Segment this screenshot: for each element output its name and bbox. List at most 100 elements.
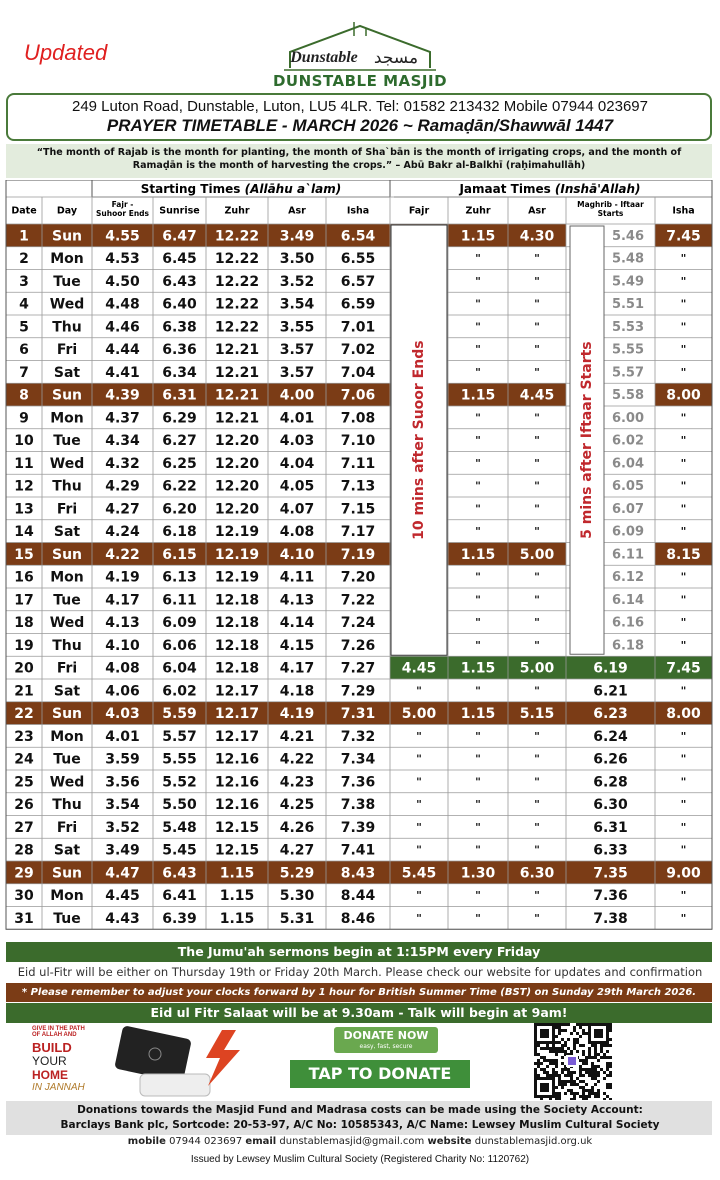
- cell: 4.32: [105, 456, 140, 472]
- cell: 31: [14, 911, 33, 927]
- cell: 6.20: [162, 501, 197, 517]
- cell: 7.06: [341, 388, 376, 404]
- cell: 3.52: [105, 820, 140, 836]
- cell: ": [475, 502, 481, 515]
- email-label: email: [245, 1136, 277, 1147]
- qr-module: [609, 1071, 612, 1074]
- qr-module: [561, 1071, 564, 1074]
- cell: 7.24: [341, 615, 376, 631]
- eid-notice: Eid ul-Fitr will be either on Thursday 1…: [17, 965, 703, 979]
- qr-module: [603, 1071, 606, 1074]
- cell: 7.39: [341, 820, 376, 836]
- cell: Sat: [54, 524, 81, 540]
- mobile: 07944 023697: [169, 1136, 243, 1147]
- qr-module: [591, 1044, 594, 1047]
- qr-module: [567, 1047, 570, 1050]
- qr-module: [576, 1041, 579, 1044]
- cell: 21: [14, 683, 33, 699]
- cell: ": [475, 457, 481, 470]
- group-start-label: Starting Times: [141, 182, 241, 196]
- cell: 4.34: [105, 433, 140, 449]
- eid-salaat-banner: Eid ul Fitr Salaat will be at 9.30am - T…: [6, 1003, 712, 1023]
- cell: 12.16: [215, 752, 259, 768]
- qr-module: [567, 1053, 570, 1056]
- cell: ": [681, 889, 687, 902]
- cell: Sun: [52, 865, 82, 881]
- cell: ": [534, 457, 540, 470]
- donate-now-button[interactable]: DONATE NOW easy, fast, secure: [334, 1027, 438, 1053]
- cell: Thu: [52, 319, 81, 335]
- cell: 12.17: [215, 729, 259, 745]
- qr-module: [549, 1098, 552, 1100]
- qr-module: [582, 1089, 585, 1092]
- cell: ": [681, 525, 687, 538]
- qr-module: [543, 1071, 546, 1074]
- qr-module: [597, 1053, 600, 1056]
- qr-module: [555, 1041, 558, 1044]
- cell: Sat: [54, 365, 81, 381]
- qr-module: [570, 1074, 573, 1077]
- cell: 4.22: [105, 547, 140, 563]
- qr-module: [552, 1074, 555, 1077]
- cell: 5.49: [612, 274, 644, 289]
- qr-module: [558, 1077, 561, 1080]
- cell: 5.30: [280, 888, 315, 904]
- qr-module: [606, 1065, 609, 1068]
- cell: 5.15: [520, 706, 555, 722]
- qr-module: [558, 1098, 561, 1100]
- group-start-note: (Allāhu a`lam): [245, 182, 342, 196]
- cell: 12.20: [215, 479, 260, 495]
- qr-module: [546, 1059, 549, 1062]
- cell: 6.33: [593, 843, 628, 859]
- cell: 6.13: [162, 570, 197, 586]
- qr-module: [555, 1023, 558, 1026]
- cell: Mon: [50, 570, 84, 586]
- cell: 6.27: [162, 433, 197, 449]
- qr-module: [567, 1089, 570, 1092]
- cell: 12.17: [215, 683, 259, 699]
- cell: ": [475, 480, 481, 493]
- cell: 4.25: [280, 797, 315, 813]
- website-label: website: [427, 1136, 472, 1147]
- qr-module: [594, 1053, 597, 1056]
- cell: ": [475, 343, 481, 356]
- donations-box: [6, 1101, 712, 1135]
- cell: Mon: [50, 251, 84, 267]
- cell: 4.18: [280, 683, 315, 699]
- cell: 4.03: [280, 433, 315, 449]
- qr-module: [600, 1050, 603, 1053]
- qr-module: [594, 1029, 603, 1038]
- cell: 4.17: [105, 592, 140, 608]
- cell: 4: [19, 297, 29, 313]
- qr-module: [564, 1065, 567, 1068]
- cell: 15: [14, 547, 33, 563]
- qr-module: [585, 1068, 588, 1071]
- cell: 12.16: [215, 797, 259, 813]
- qr-module: [573, 1092, 576, 1095]
- qr-module: [555, 1092, 558, 1095]
- qr-module: [564, 1080, 567, 1083]
- cell: ": [475, 798, 481, 811]
- cell: 6.54: [341, 228, 376, 244]
- qr-module: [570, 1089, 573, 1092]
- cell: Fri: [57, 342, 77, 358]
- cell: 6.57: [341, 274, 376, 290]
- qr-module: [555, 1035, 558, 1038]
- cell: 7.32: [341, 729, 376, 745]
- cell: ": [534, 343, 540, 356]
- qr-module: [594, 1074, 597, 1077]
- qr-module: [555, 1050, 558, 1053]
- group-jamaat-note: (Inshā'Allah): [555, 182, 641, 196]
- cell: Sun: [52, 547, 82, 563]
- tap-to-donate[interactable]: TAP TO DONATE: [290, 1060, 470, 1088]
- qr-module: [540, 1098, 543, 1100]
- qr-module: [534, 1071, 537, 1074]
- cell: 25: [14, 774, 33, 790]
- qr-module: [576, 1032, 579, 1035]
- cell: 7.35: [593, 865, 628, 881]
- cell: ": [475, 912, 481, 925]
- qr-module: [582, 1098, 585, 1100]
- cell: 1.15: [461, 661, 496, 677]
- qr-module: [606, 1062, 609, 1065]
- qr-module: [576, 1023, 579, 1026]
